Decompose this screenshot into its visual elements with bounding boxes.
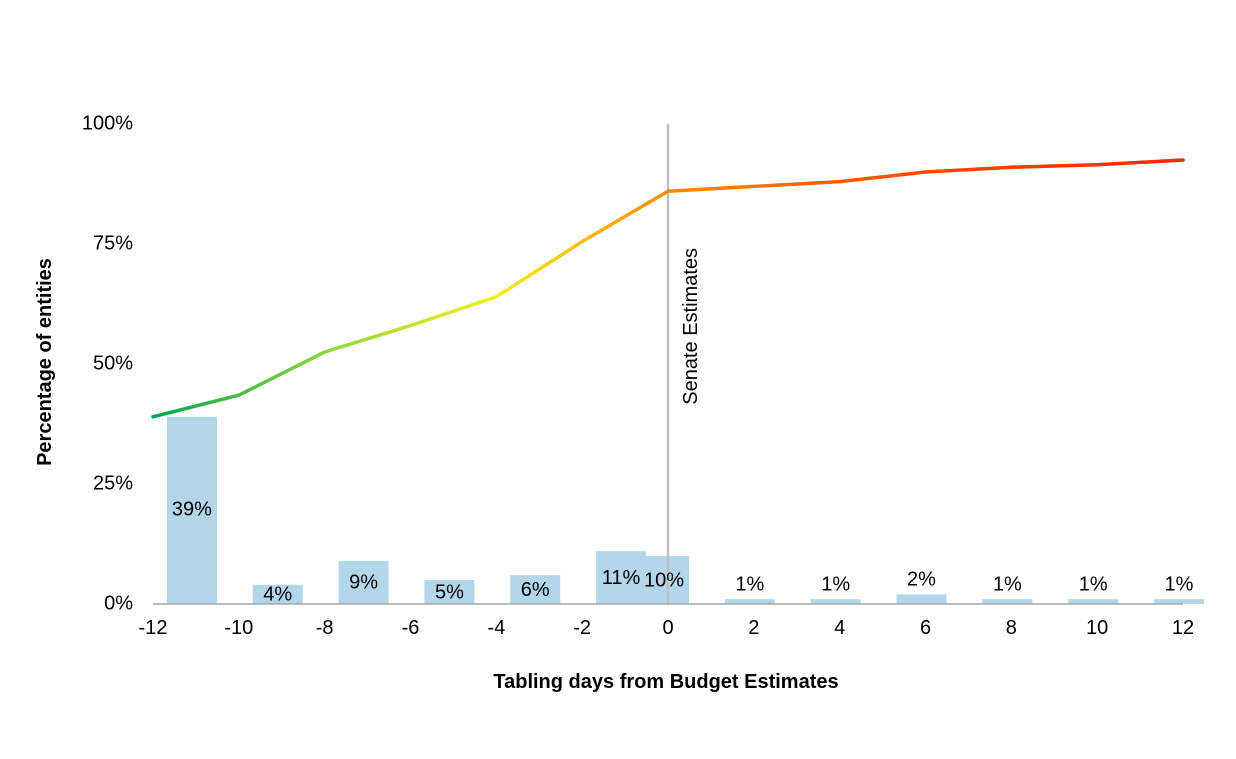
y-tick-label-2: 50% bbox=[93, 352, 133, 374]
x-tick-label-3: -6 bbox=[402, 617, 420, 639]
bar-5 bbox=[596, 551, 647, 604]
bar-4 bbox=[510, 575, 561, 604]
x-tick-label-12: 12 bbox=[1172, 617, 1194, 639]
cumulative-line-layer bbox=[151, 158, 1185, 419]
x-tick-label-1: -10 bbox=[224, 617, 253, 639]
cumulative-line bbox=[151, 158, 1185, 419]
x-tick-label-5: -2 bbox=[573, 617, 591, 639]
bar-label-0: 39% bbox=[172, 499, 212, 521]
bar-8 bbox=[810, 599, 861, 604]
bar-label-1: 4% bbox=[263, 584, 292, 606]
bar-9 bbox=[896, 594, 947, 604]
bar-label-11: 1% bbox=[1079, 573, 1108, 595]
bar-2 bbox=[338, 560, 389, 604]
bar-7 bbox=[724, 599, 775, 604]
bar-0 bbox=[166, 416, 217, 604]
x-tick-label-9: 6 bbox=[920, 617, 931, 639]
x-tick-label-6: 0 bbox=[662, 617, 673, 639]
bar-label-12: 1% bbox=[1165, 573, 1194, 595]
x-tick-label-2: -8 bbox=[316, 617, 334, 639]
bar-3 bbox=[424, 580, 475, 604]
y-axis-ticks: 0% 25% 50% 75% 100% bbox=[82, 112, 133, 614]
bar-data-labels: 39% 4% 9% 5% 6% 11% 10% 1% 1% 2% 1% 1% 1% bbox=[172, 499, 1194, 606]
bar-6 bbox=[639, 556, 689, 604]
x-tick-label-11: 10 bbox=[1086, 617, 1108, 639]
bar-label-10: 1% bbox=[993, 573, 1022, 595]
bar-1 bbox=[252, 584, 303, 604]
bar-12 bbox=[1154, 599, 1204, 604]
senate-estimates-label: Senate Estimates bbox=[680, 248, 702, 405]
x-axis-title: Tabling days from Budget Estimates bbox=[493, 671, 838, 693]
bar-11 bbox=[1068, 599, 1119, 604]
bar-label-2: 9% bbox=[349, 572, 378, 594]
y-tick-label-1: 25% bbox=[93, 472, 133, 494]
bar-label-6: 10% bbox=[644, 569, 684, 591]
y-tick-label-3: 75% bbox=[93, 232, 133, 254]
y-tick-label-0: 0% bbox=[104, 592, 133, 614]
bar-label-8: 1% bbox=[821, 573, 850, 595]
x-tick-label-0: -12 bbox=[139, 617, 168, 639]
bar-label-7: 1% bbox=[735, 573, 764, 595]
x-tick-label-10: 8 bbox=[1006, 617, 1017, 639]
y-axis-title: Percentage of entities bbox=[34, 258, 56, 466]
bar-label-9: 2% bbox=[907, 569, 936, 591]
bar-10 bbox=[982, 599, 1033, 604]
y-tick-label-4: 100% bbox=[82, 112, 133, 134]
bars-layer bbox=[166, 416, 1204, 604]
x-tick-label-8: 4 bbox=[834, 617, 845, 639]
x-tick-label-4: -4 bbox=[487, 617, 505, 639]
bar-label-5: 11% bbox=[602, 567, 641, 589]
bar-label-4: 6% bbox=[521, 579, 550, 601]
x-tick-label-7: 2 bbox=[748, 617, 759, 639]
bar-label-3: 5% bbox=[435, 581, 464, 603]
x-axis-ticks: -12 -10 -8 -6 -4 -2 0 2 4 6 8 10 12 bbox=[139, 617, 1195, 639]
